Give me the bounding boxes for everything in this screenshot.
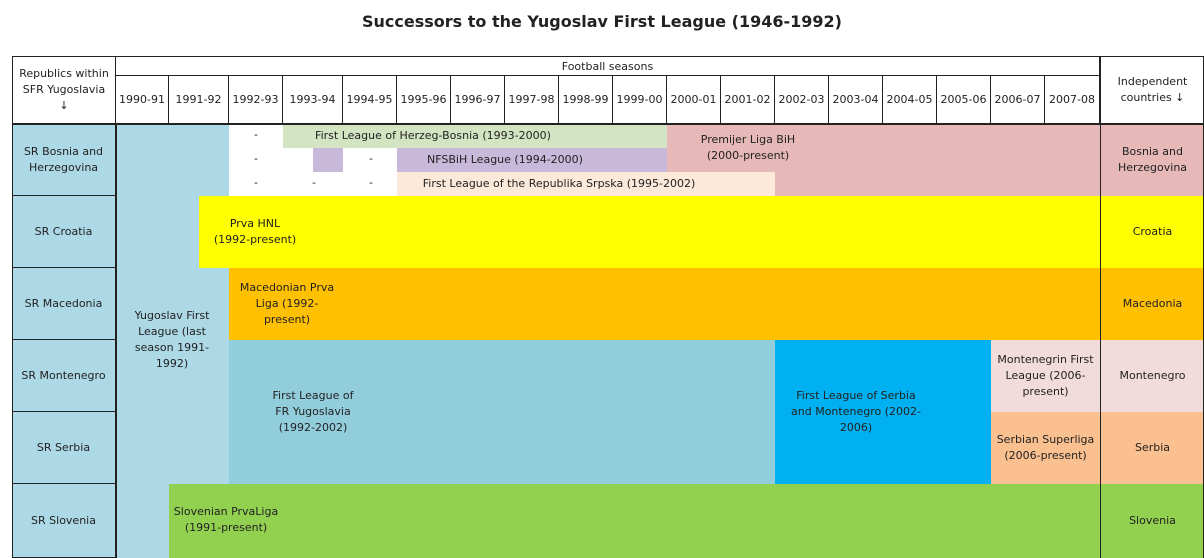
nfsbih-league-bar-main [397, 148, 667, 172]
season-2006-07: 2006-07 [991, 76, 1045, 124]
football-seasons-header: Football seasons [116, 56, 1100, 76]
season-2005-06: 2005-06 [937, 76, 991, 124]
country-montenegro: Montenegro [1100, 340, 1204, 412]
serbia-montenegro-league-region [775, 340, 991, 484]
republic-bosnia: SR Bosnia and Herzegovina [12, 124, 116, 196]
montenegrin-label: Montenegrin First League (2006-present) [997, 353, 1094, 398]
serbia-montenegro-label: First League of Serbia and Montenegro (2… [791, 389, 921, 434]
republics-header: Republics within SFR Yugoslavia ↓ [12, 56, 116, 124]
fr-yugoslavia-label: First League of FR Yugoslavia (1992-2002… [272, 389, 354, 434]
season-2003-04: 2003-04 [829, 76, 883, 124]
season-1994-95: 1994-95 [343, 76, 397, 124]
season-2004-05: 2004-05 [883, 76, 937, 124]
chart-title: Successors to the Yugoslav First League … [362, 12, 842, 31]
country-slovenia: Slovenia [1100, 484, 1204, 558]
slovenia-league-region [169, 484, 1100, 558]
country-macedonia: Macedonia [1100, 268, 1204, 340]
season-2001-02: 2001-02 [721, 76, 775, 124]
dash-marker: - [254, 152, 258, 165]
fr-yugoslavia-league-region [229, 340, 775, 484]
serbian-label: Serbian Superliga (2006-present) [996, 433, 1095, 462]
republic-macedonia: SR Macedonia [12, 268, 116, 340]
herzeg-bosnia-label: First League of Herzeg-Bosnia (1993-2000… [315, 129, 551, 142]
republic-serbia: SR Serbia [12, 412, 116, 484]
country-serbia: Serbia [1100, 412, 1204, 484]
croatia-league-region [199, 196, 1100, 268]
header-bottom-line [12, 124, 1204, 125]
left-border [12, 56, 13, 558]
yugoslav-label: Yugoslav First League (last season 1991-… [134, 309, 210, 370]
season-1995-96: 1995-96 [397, 76, 451, 124]
dash-marker: - [369, 152, 373, 165]
season-1999-00: 1999-00 [613, 76, 667, 124]
season-1990-91: 1990-91 [116, 76, 169, 124]
country-bosnia: Bosnia and Herzegovina [1100, 124, 1204, 196]
republic-montenegro: SR Montenegro [12, 340, 116, 412]
herzeg-bosnia-league-bar [283, 124, 667, 148]
season-1996-97: 1996-97 [451, 76, 505, 124]
slovenian-label: Slovenian PrvaLiga (1991-present) [173, 505, 279, 534]
nfsbih-league-bar [313, 148, 343, 172]
nfsbih-label: NFSBiH League (1994-2000) [427, 153, 583, 166]
season-1993-94: 1993-94 [283, 76, 343, 124]
republic-croatia: SR Croatia [12, 196, 116, 268]
premijer-liga-region-lower [775, 172, 1100, 196]
prva-hnl-label: Prva HNL (1992-present) [213, 217, 297, 246]
dash-marker: - [312, 176, 316, 189]
independent-header: Independent countries ↓ [1100, 56, 1204, 124]
premijer-liga-label: Premijer Liga BiH (2000-present) [700, 133, 796, 162]
dash-marker: - [254, 176, 258, 189]
season-2002-03: 2002-03 [775, 76, 829, 124]
macedonian-label: Macedonian Prva Liga (1992-present) [239, 281, 335, 326]
season-2007-08: 2007-08 [1045, 76, 1100, 124]
season-1998-99: 1998-99 [559, 76, 613, 124]
seasons-left-border [116, 124, 117, 558]
premijer-liga-region [667, 124, 1100, 172]
season-1997-98: 1997-98 [505, 76, 559, 124]
republic-slovenia: SR Slovenia [12, 484, 116, 558]
montenegro-league-region [991, 340, 1100, 412]
season-1991-92: 1991-92 [169, 76, 229, 124]
srpska-league-bar [397, 172, 775, 196]
season-2000-01: 2000-01 [667, 76, 721, 124]
srpska-label: First League of the Republika Srpska (19… [422, 177, 696, 190]
country-croatia: Croatia [1100, 196, 1204, 268]
dash-marker: - [254, 128, 258, 141]
season-1992-93: 1992-93 [229, 76, 283, 124]
macedonia-league-region [229, 268, 1100, 340]
serbia-league-region [991, 412, 1100, 484]
dash-marker: - [369, 176, 373, 189]
